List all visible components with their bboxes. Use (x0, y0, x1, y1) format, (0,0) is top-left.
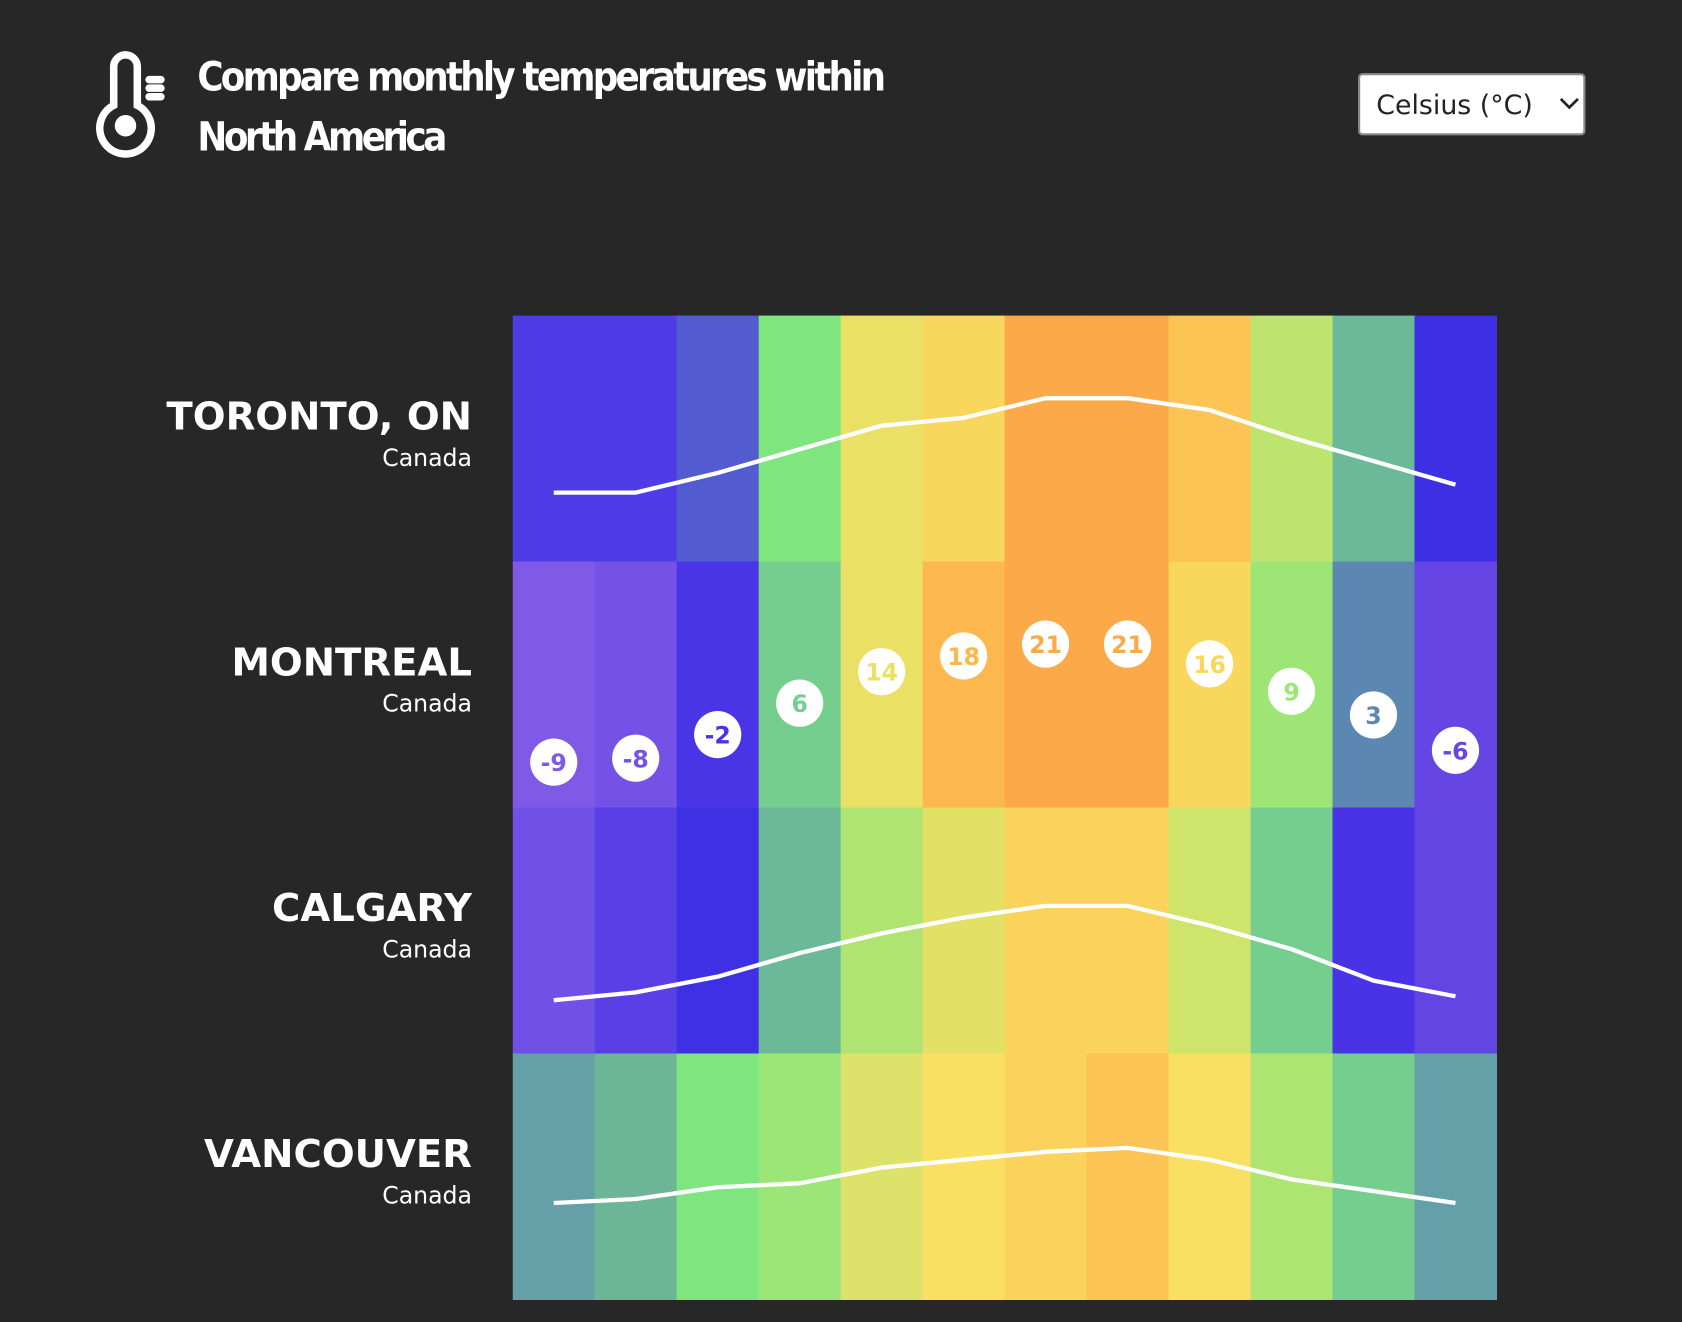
heat-cell (840, 807, 924, 1055)
value-badge (940, 632, 988, 680)
value-label: 21 (1029, 631, 1062, 659)
heat-cell (1086, 561, 1170, 809)
heat-cell (1086, 807, 1170, 1055)
heat-cell (676, 1053, 760, 1301)
heat-cell (1086, 1053, 1170, 1301)
value-badge (530, 738, 578, 786)
country-name: Canada (382, 690, 472, 718)
heat-cell (676, 807, 760, 1055)
value-label: -8 (623, 745, 649, 773)
temperature-line (553, 1145, 1456, 1206)
temperature-line (553, 903, 1456, 1003)
heat-cell (758, 315, 842, 563)
value-badge (1185, 640, 1234, 688)
heat-cell (1004, 1053, 1088, 1301)
heat-cell (1168, 807, 1252, 1055)
value-label: -6 (1442, 737, 1468, 765)
city-name: VANCOUVER (204, 1132, 472, 1177)
temperature-line (553, 396, 1457, 495)
value-badge (776, 679, 824, 727)
value-label: 18 (947, 643, 980, 671)
select-box[interactable] (1358, 73, 1586, 136)
heat-cell (594, 1053, 678, 1301)
title-line: Compare monthly temperatures within (197, 54, 886, 100)
heat-cell (922, 561, 1006, 809)
value-badge (1021, 620, 1070, 668)
value-badge (1267, 667, 1316, 715)
heat-cell (594, 315, 678, 563)
value-badge (1431, 726, 1480, 774)
value-badge (858, 648, 906, 696)
city-name: CALGARY (272, 886, 473, 931)
city-name: TORONTO, ON (166, 394, 472, 439)
heat-cell (1004, 561, 1088, 809)
value-badge (1349, 691, 1398, 739)
unit-select[interactable]: Celsius (°C) (1358, 73, 1586, 136)
heat-cell (512, 807, 596, 1055)
heat-cell (1004, 807, 1088, 1055)
heat-cell (1250, 807, 1334, 1055)
country-name: Canada (382, 444, 472, 472)
value-label: -9 (541, 749, 567, 777)
select-chevron[interactable] (1559, 97, 1579, 110)
heat-cell (922, 315, 1006, 563)
city-name: MONTREAL (232, 640, 472, 685)
value-label: 9 (1283, 678, 1299, 706)
heat-cell (1332, 315, 1416, 563)
heat-cell (922, 807, 1006, 1055)
value-label: -2 (705, 722, 731, 750)
heat-cell (1414, 315, 1498, 563)
heat-cell (512, 1053, 596, 1301)
thermometer-bulb (114, 114, 137, 137)
heat-cell (1086, 315, 1170, 563)
heat-cell (1004, 315, 1088, 563)
heat-cell (676, 561, 760, 809)
heat-cell (840, 315, 924, 563)
select-label[interactable]: Celsius (°C) (1376, 90, 1533, 121)
thermometer-icon (96, 51, 165, 158)
title-line: North America (197, 114, 447, 160)
country-name: Canada (382, 1182, 472, 1210)
heat-cell (1168, 1053, 1252, 1301)
heat-cell (1250, 1053, 1334, 1301)
heat-cell (1332, 561, 1416, 809)
heat-cell (758, 807, 842, 1055)
value-badge (694, 711, 742, 759)
heat-cell (840, 1053, 924, 1301)
heat-cell (1332, 807, 1416, 1055)
country-name: Canada (382, 936, 472, 964)
heat-cell (594, 807, 678, 1055)
heat-cell (1414, 1053, 1498, 1301)
heat-cell (676, 315, 760, 563)
heat-cell (1332, 1053, 1416, 1301)
heat-cell (1168, 315, 1252, 563)
value-label: 6 (791, 690, 807, 718)
heat-cell (1414, 807, 1498, 1055)
value-label: 21 (1111, 631, 1144, 659)
heat-cell (512, 315, 596, 563)
value-label: 14 (865, 659, 898, 687)
heat-cell (922, 1053, 1006, 1301)
heatmap: TORONTO, ON Canada MONTREAL Canada -9 -8 -2 6 14… (166, 315, 1498, 1301)
value-badge (612, 734, 660, 782)
value-label: 16 (1193, 651, 1226, 679)
value-badge (1103, 620, 1152, 668)
value-label: 3 (1365, 702, 1381, 730)
